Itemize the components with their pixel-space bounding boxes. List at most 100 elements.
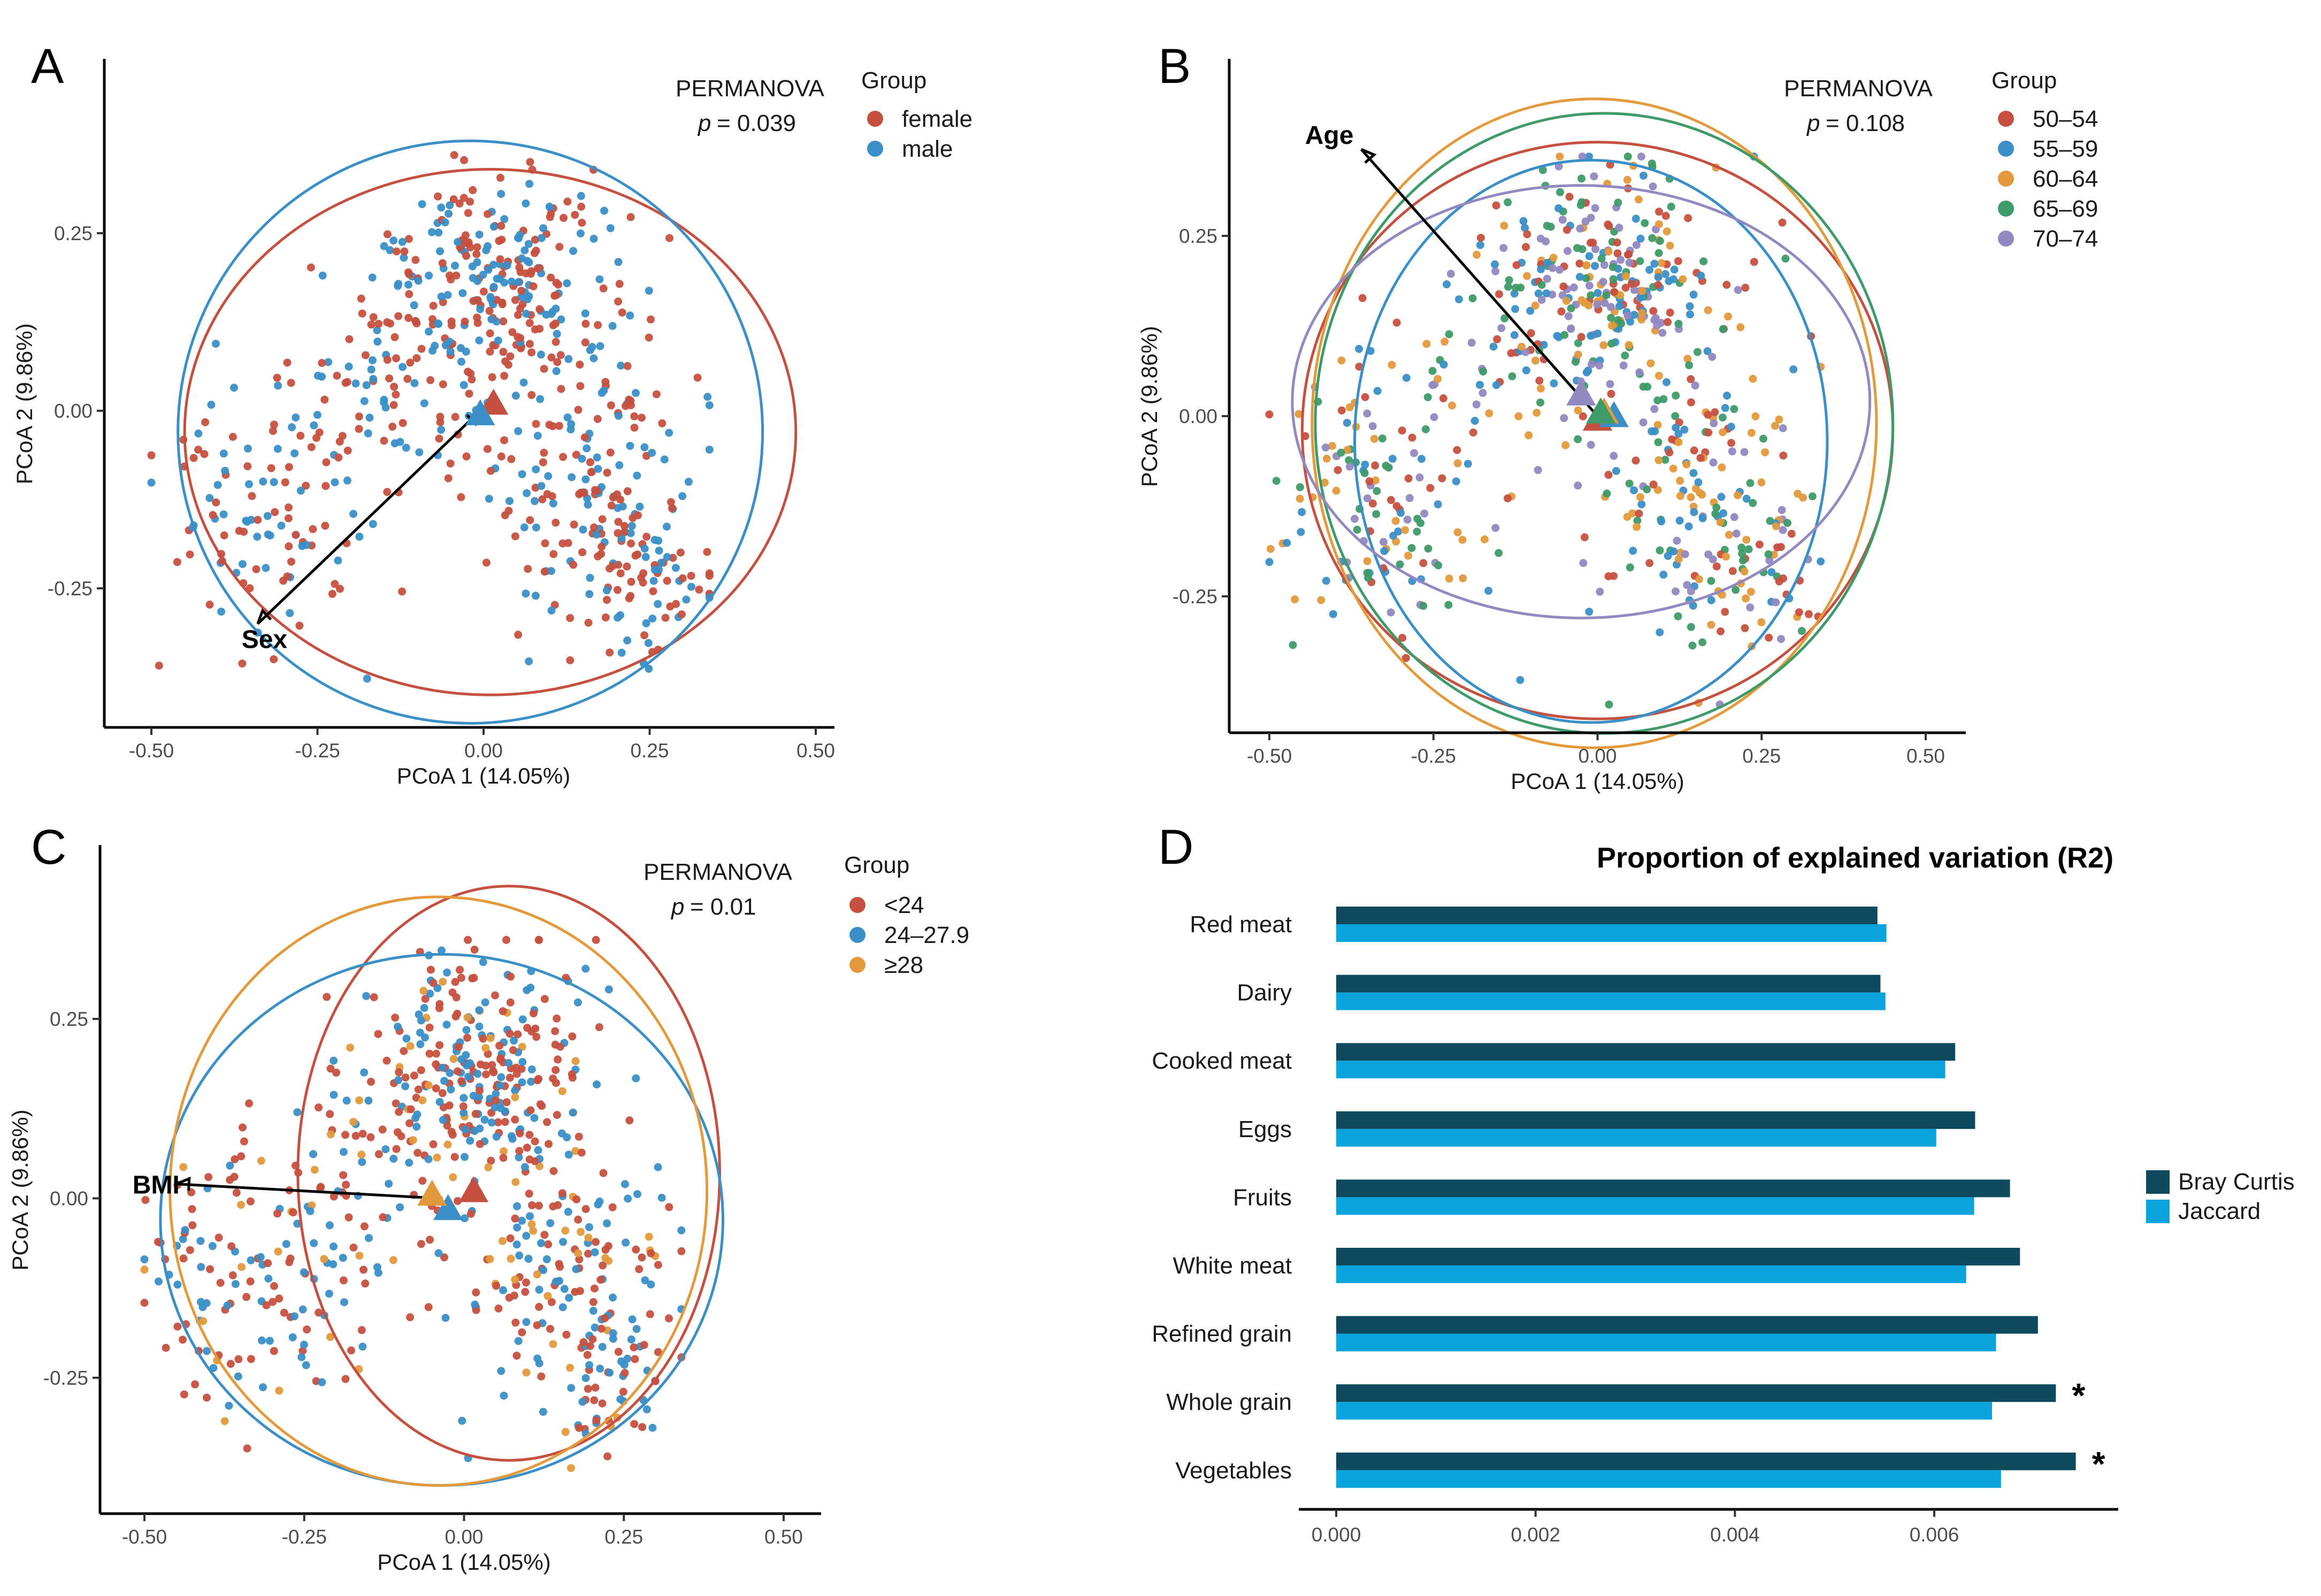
data-point [1630,286,1638,294]
x-tick-label: 0.50 [796,740,835,762]
data-point [438,1063,447,1072]
data-point [458,1416,466,1425]
bar-bray-curtis [1336,1043,1956,1061]
data-point [1361,393,1369,401]
data-point [665,1203,673,1211]
data-point [437,293,446,301]
data-point [238,659,247,668]
data-point [1479,389,1487,397]
data-point [307,443,316,451]
data-point [1317,596,1326,604]
panel-c-axes: -0.50 -0.25 0.00 0.25 0.50-0.250.000.25PCoA … [7,845,821,1575]
data-point [1564,312,1573,320]
data-point [351,379,360,388]
data-point [652,390,661,398]
data-point [479,287,488,296]
data-point [196,1237,205,1245]
data-point [349,1244,358,1252]
data-point [1625,250,1633,258]
data-point [217,608,226,616]
data-point [1804,610,1813,618]
data-point [1636,234,1645,243]
x-tick-label: 0.004 [1710,1524,1760,1546]
data-point [1561,441,1570,449]
data-point [1637,152,1645,161]
data-point [1808,492,1817,501]
data-point [1585,281,1594,290]
data-point [1368,499,1377,508]
data-point [532,420,540,428]
legend-label-2: male [902,136,953,162]
data-point [1539,341,1548,349]
data-point [547,273,555,282]
data-point [654,536,663,545]
data-point [526,984,535,992]
data-point [576,360,584,369]
data-point [1684,214,1692,222]
data-point [267,464,275,472]
data-point [412,354,421,363]
data-point [1405,494,1414,502]
data-point [1709,458,1718,467]
data-point [355,532,364,541]
data-point [318,271,327,280]
x-tick-label: -0.50 [129,740,174,762]
data-point [1694,478,1703,487]
data-point [665,1314,673,1323]
data-point [578,455,586,463]
data-point [465,389,473,398]
data-point [330,1056,338,1065]
data-point [531,592,540,600]
data-point [476,1140,484,1148]
data-point [1575,273,1584,281]
data-point [623,487,632,495]
data-point [440,1077,448,1085]
data-point [606,448,615,457]
data-point [1749,499,1757,507]
data-point [297,1353,306,1361]
data-point [454,238,462,246]
x-tick-label: 0.25 [604,1526,643,1548]
data-point [1351,515,1359,523]
data-point [552,1079,560,1087]
data-point [591,1248,599,1256]
data-point [1623,175,1631,184]
data-point [1650,405,1659,413]
data-point [326,1130,335,1139]
data-point [443,968,451,977]
data-point [459,1094,468,1102]
data-point [239,1123,247,1132]
data-point [1398,634,1407,642]
data-point [293,1219,302,1228]
data-point [486,1034,495,1042]
data-point [614,529,622,538]
data-point [1380,547,1389,555]
data-point [1404,474,1413,483]
data-point [494,336,502,345]
legend-swatch-1 [1998,111,2014,127]
data-point [648,1424,657,1432]
bar-bray-curtis [1336,1384,2056,1402]
data-point [1606,380,1614,388]
data-point [445,337,454,346]
data-point [243,517,251,526]
data-point [1728,567,1737,576]
data-point [1718,463,1726,472]
data-point [1556,188,1564,196]
data-point [438,259,447,267]
data-point [601,613,610,621]
group-ellipse-3 [1311,97,1878,749]
panel-b-stat-title: PERMANOVA [1784,75,1933,102]
data-point [1523,272,1531,280]
data-point [1401,526,1410,534]
data-point [608,562,617,570]
data-point [1682,460,1691,469]
data-point [1649,182,1657,190]
data-point [1656,546,1664,555]
data-point [687,582,695,591]
data-point [398,587,407,596]
data-point [1670,265,1679,274]
data-point [446,1069,454,1077]
data-point [551,319,560,328]
